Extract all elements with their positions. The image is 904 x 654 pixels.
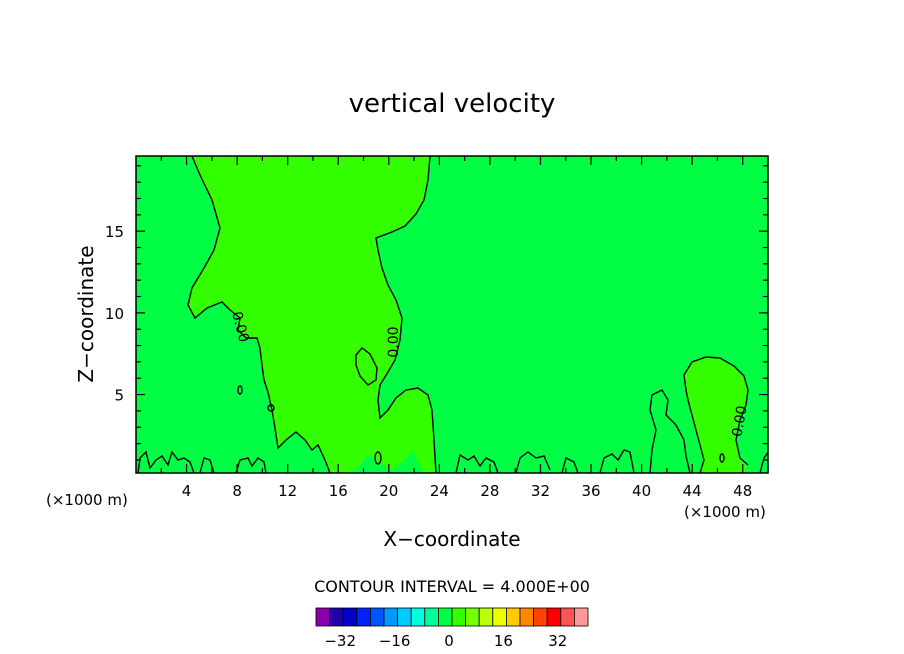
positive-region-updraft-center [188,156,436,473]
colorbar-cell [369,607,385,627]
colorbar-cell [424,607,439,627]
contour-line [719,453,725,463]
colorbar-cell [505,607,521,627]
contour-line [375,155,437,474]
contour-line [137,450,195,474]
contour-line [235,457,267,474]
y-tick-label: 15 [105,223,124,241]
colorbar-cell [342,607,358,627]
contour-line [199,457,215,474]
colorbar-cell [437,607,453,627]
chart-title: vertical velocity [349,89,556,119]
colorbar-cell [574,607,589,627]
x-tick-label: 32 [531,482,550,500]
colorbar-cell [451,607,467,627]
colorbar-tick-label: −16 [379,632,411,650]
colorbar-cell [410,607,426,627]
y-tick-label: 10 [105,305,124,323]
contour-level-label: 0.00 [386,326,402,357]
contour-line [455,453,499,474]
x-tick-label: 4 [182,482,192,500]
colorbar-cell [465,607,480,627]
x-axis-title: X−coordinate [383,527,520,551]
contour-line [649,389,691,474]
colorbar-cell [329,607,344,627]
x-tick-labels: 4 8 12 16 20 24 28 32 36 40 44 48 [182,482,752,500]
positive-region-small [356,348,377,385]
colorbar-cell [492,607,507,627]
plot-area: 0.00 0.00 0.00 [135,155,769,474]
contour-line [237,385,243,395]
contour-line [267,404,275,412]
colorbar [315,607,589,627]
contour-line [515,451,551,474]
contour-line [187,155,331,474]
contour-line [599,449,635,474]
x-tick-label: 28 [480,482,499,500]
colorbar-cell [478,607,494,627]
x-tick-label: 8 [232,482,242,500]
colorbar-cell [519,607,535,627]
contour-level-label: 0.00 [729,405,750,438]
x-tick-label: 16 [329,482,348,500]
colorbar-tick-label: 16 [494,632,513,650]
x-unit-right: (×1000 m) [684,503,766,521]
y-tick-label: 5 [114,387,124,405]
colorbar-cell [383,607,399,627]
contour-line [355,347,378,386]
plot-frame [135,155,769,474]
colorbar-tick-label: −32 [324,632,356,650]
contour-line [374,451,382,465]
x-unit-left: (×1000 m) [46,491,128,509]
x-tick-label: 12 [278,482,297,500]
y-axis-title: Z−coordinate [74,245,98,382]
contour-line [759,451,769,474]
y-tick-labels: 5 10 15 [105,223,124,404]
axis-ticks [136,156,769,473]
colorbar-cell [356,607,371,627]
contour-line [683,356,749,474]
contour-interval-label: CONTOUR INTERVAL = 4.000E+00 [314,577,590,596]
x-tick-label: 40 [632,482,651,500]
x-tick-label: 44 [683,482,702,500]
colorbar-cell [546,607,562,627]
x-tick-label: 48 [733,482,752,500]
zero-contours [137,155,769,474]
colorbar-tick-label: 0 [444,632,454,650]
colorbar-cell [397,607,412,627]
contour-level-label: 0.00 [228,310,252,344]
x-tick-label: 36 [581,482,600,500]
x-tick-label: 24 [430,482,449,500]
colorbar-tick-label: 32 [548,632,567,650]
colorbar-cell [533,607,548,627]
colorbar-cell [315,607,331,627]
colorbar-cell [560,607,575,627]
contour-labels: 0.00 0.00 0.00 [228,310,751,438]
contour-line [561,456,579,474]
x-tick-label: 20 [379,482,398,500]
colorbar-labels: −32 −16 0 16 32 [324,632,567,650]
